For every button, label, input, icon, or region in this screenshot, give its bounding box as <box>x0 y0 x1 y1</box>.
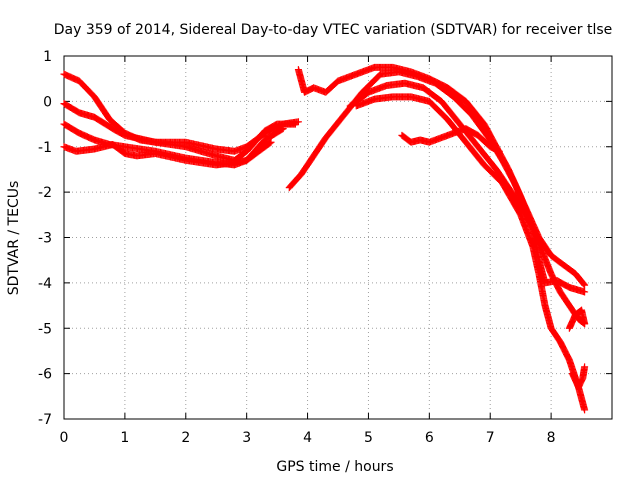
series-6 <box>346 79 589 328</box>
x-tick-label: 3 <box>242 430 251 446</box>
data-point <box>581 281 589 289</box>
data-series <box>60 63 589 414</box>
data-point <box>581 288 589 296</box>
y-tick-label: -4 <box>38 276 52 292</box>
x-axis-label: GPS time / hours <box>276 459 393 475</box>
y-tick-label: 0 <box>43 94 52 110</box>
chart-title: Day 359 of 2014, Sidereal Day-to-day VTE… <box>54 22 613 38</box>
data-point <box>291 120 299 128</box>
x-tick-label: 7 <box>486 430 495 446</box>
series-8 <box>398 125 503 155</box>
data-point <box>581 320 589 328</box>
data-point <box>581 363 589 371</box>
data-point <box>279 125 287 133</box>
data-point <box>495 147 503 155</box>
x-tick-label: 6 <box>425 430 434 446</box>
y-tick-label: 1 <box>43 49 52 65</box>
x-tick-label: 8 <box>547 430 556 446</box>
axis-ticks <box>63 55 612 420</box>
x-tick-label: 2 <box>181 430 190 446</box>
data-point <box>581 406 589 414</box>
data-point <box>267 138 275 146</box>
data-point <box>278 125 286 133</box>
x-tick-label: 4 <box>303 430 312 446</box>
series-3 <box>60 138 275 169</box>
series-1 <box>60 100 299 164</box>
x-tick-label: 0 <box>60 430 69 446</box>
series-9 <box>565 306 589 332</box>
data-point <box>580 280 588 288</box>
tick-labels: 0 1 2 3 4 5 6 7 8 1 0 -1 -2 -3 -4 -5 -6 -7 <box>38 49 556 446</box>
data-point <box>266 139 274 147</box>
y-tick-label: -1 <box>38 140 52 156</box>
x-tick-label: 1 <box>120 430 129 446</box>
y-tick-label: -6 <box>38 367 52 383</box>
series-10 <box>568 363 589 391</box>
y-tick-label: -7 <box>38 412 52 428</box>
y-tick-label: -2 <box>38 185 52 201</box>
y-tick-label: -3 <box>38 231 52 247</box>
x-tick-label: 5 <box>364 430 373 446</box>
y-axis-label: SDTVAR / TECUs <box>6 181 22 296</box>
y-tick-label: -5 <box>38 321 52 337</box>
